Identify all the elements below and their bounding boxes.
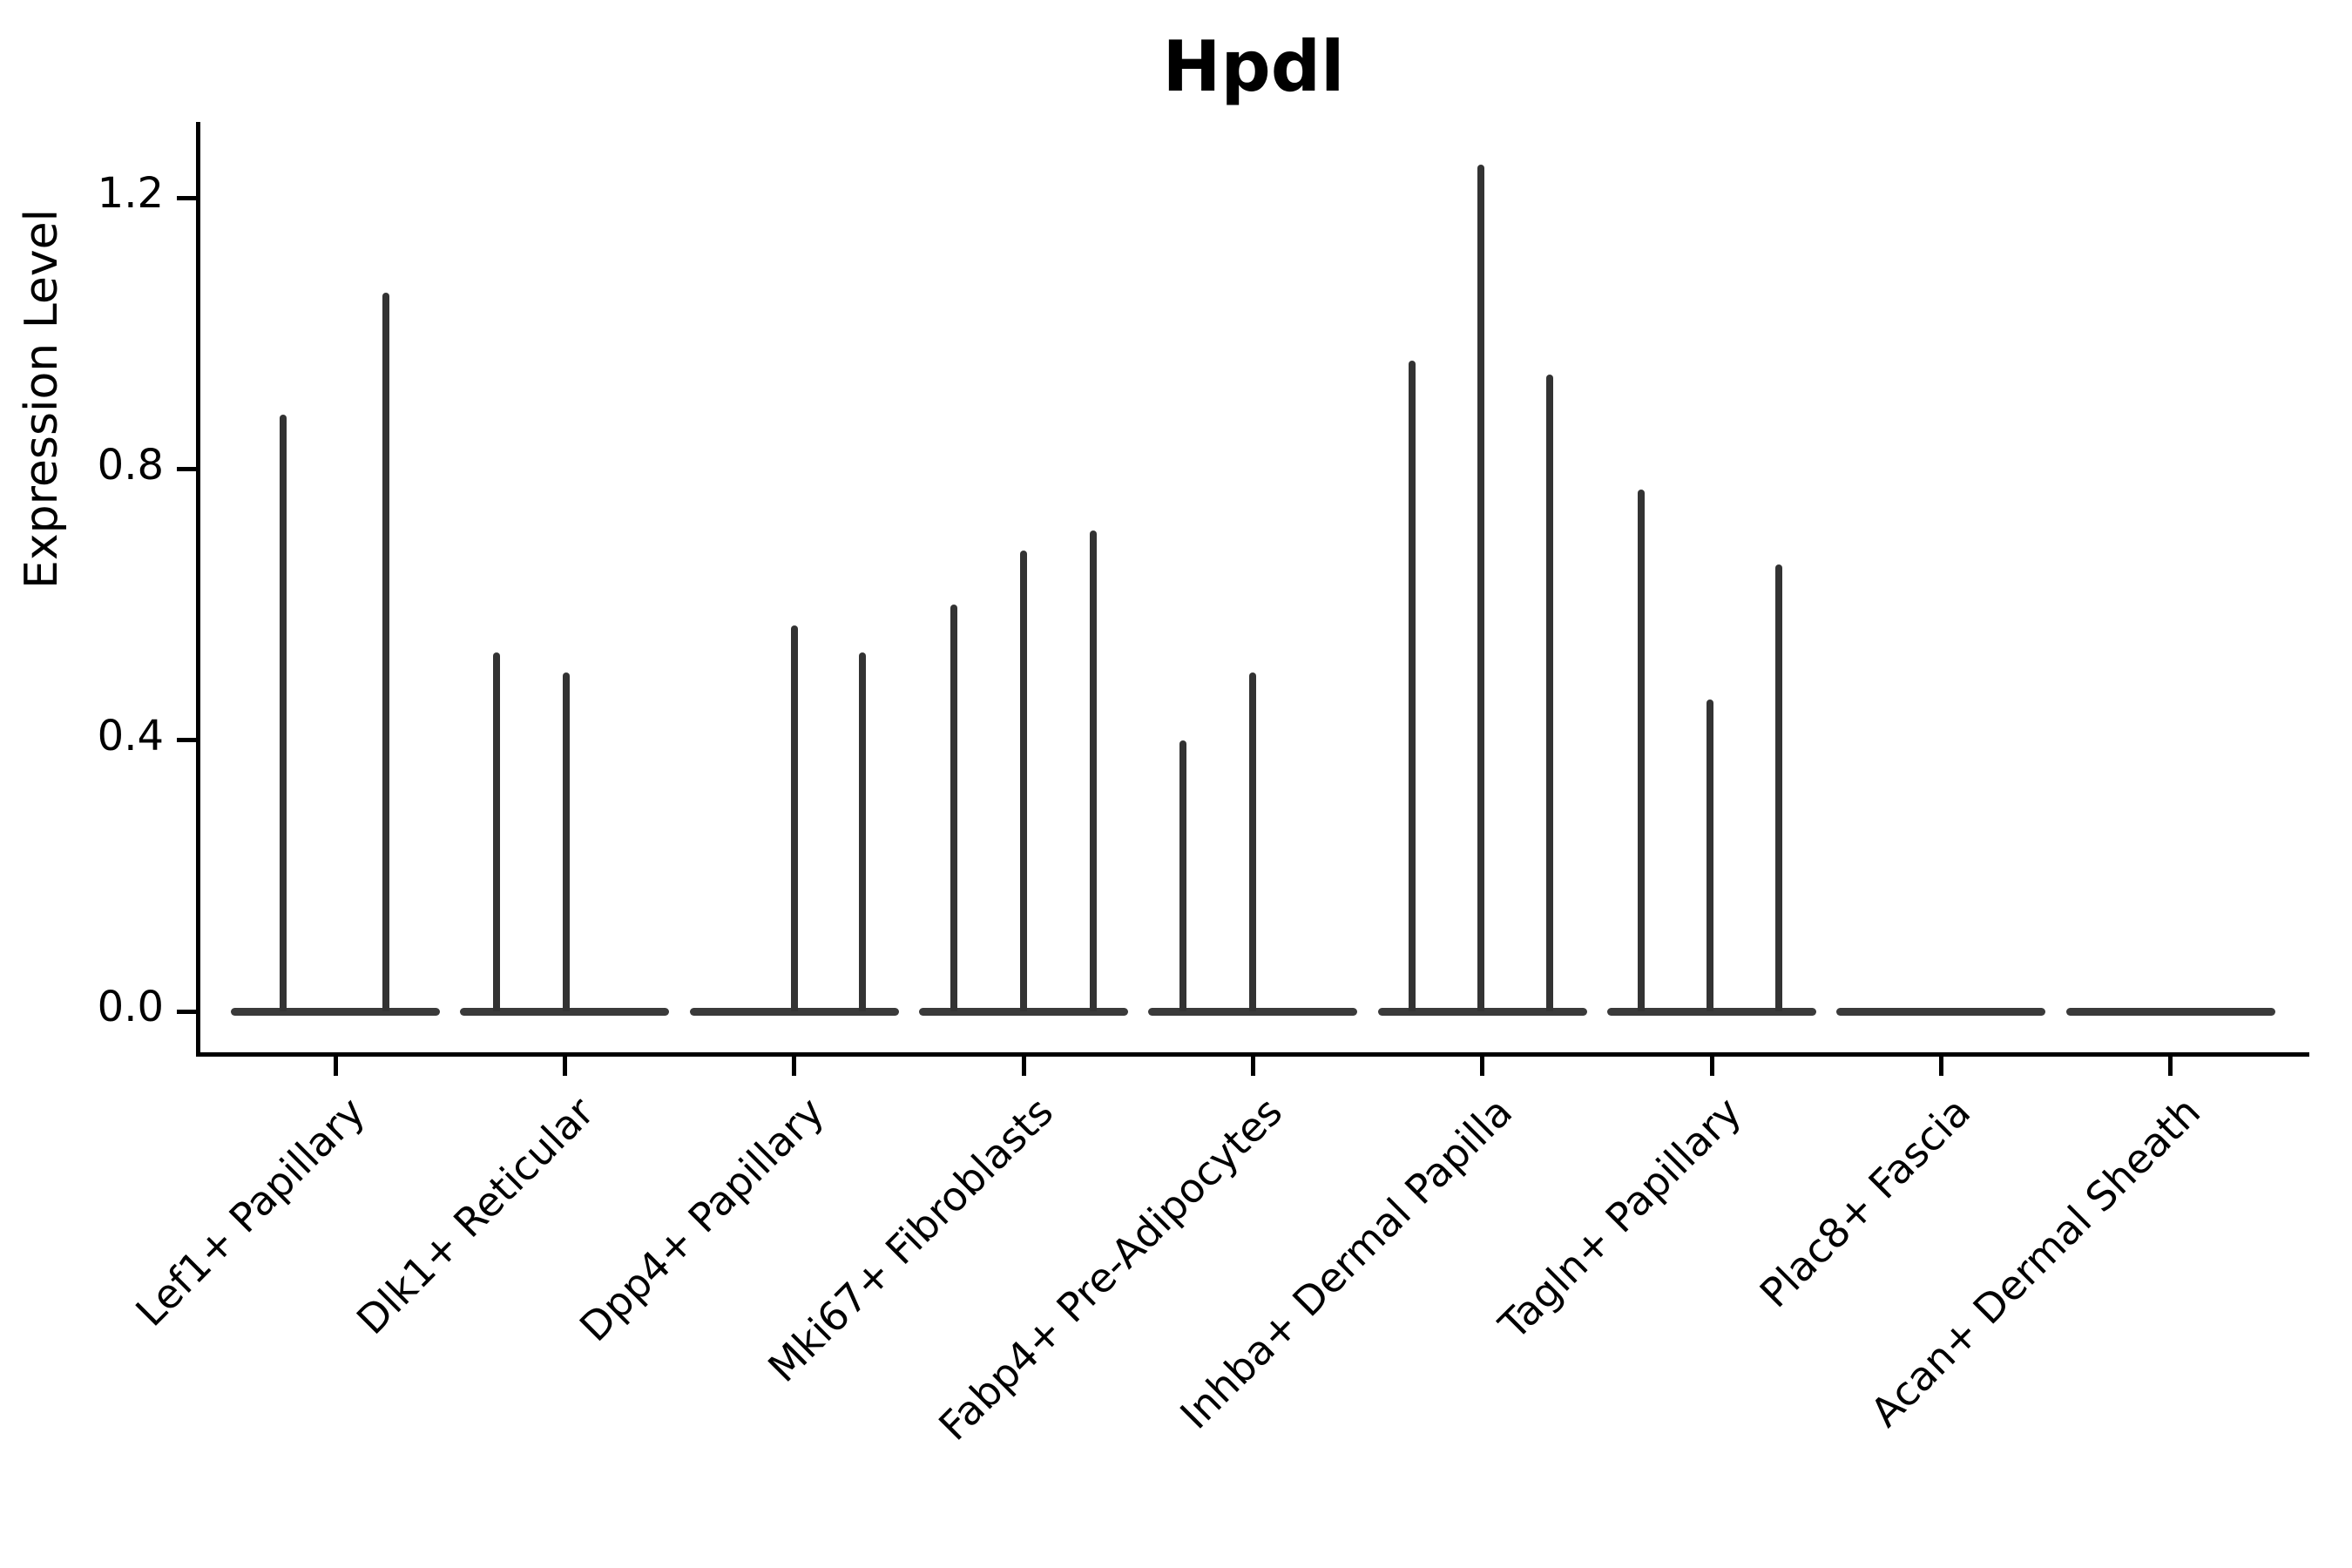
x-tick [1938,1057,1943,1076]
violin-baseline [1148,1008,1358,1016]
violin-spike [1249,672,1257,1011]
x-tick [1709,1057,1714,1076]
violin-spike [1477,164,1484,1011]
violin-baseline [689,1008,899,1016]
violin-spike [382,293,389,1011]
violin-baseline [1836,1008,2046,1016]
x-tick [562,1057,567,1076]
y-axis-spine [196,122,200,1057]
x-tick-label: Acan+ Dermal Sheath [1861,1088,2209,1436]
x-tick-label: Dpp4+ Papillary [570,1088,833,1351]
violin-spike [1408,361,1416,1011]
x-tick-label: Dlk1+ Reticular [348,1088,604,1344]
violin-spike [563,672,571,1011]
y-tick-label: 0.4 [97,711,164,760]
violin-baseline [1377,1008,1587,1016]
y-tick-label: 1.2 [97,169,164,219]
violin-spike [1707,700,1714,1011]
x-tick-label: Mki67+ Fibroblasts [759,1088,1063,1391]
x-tick-label: Inhba+ Dermal Papilla [1171,1088,1521,1438]
y-tick-label: 0.0 [97,983,164,1031]
violin-spike [280,415,287,1011]
violin-baseline [231,1008,440,1016]
x-tick [792,1057,797,1076]
y-tick-label: 0.8 [97,440,164,490]
x-tick [1021,1057,1026,1076]
violin-spike [790,625,798,1011]
y-tick [177,195,196,200]
x-tick-label: Tagln+ Papillary [1490,1088,1751,1348]
violin-baseline [919,1008,1129,1016]
violin-spike [1638,489,1646,1011]
violin-spike [1090,530,1098,1011]
violin-spike [1020,550,1028,1011]
x-axis-spine [196,1052,2309,1057]
violin-baseline [460,1008,670,1016]
x-tick [333,1057,338,1076]
y-tick [177,738,196,743]
violin-spike [950,605,958,1011]
x-tick-label: Fabp4+ Pre-Adipocytes [929,1088,1292,1450]
violin-spike [493,652,501,1011]
x-tick-label: Plac8+ Fascia [1751,1088,1980,1317]
x-tick [1480,1057,1485,1076]
x-tick [1250,1057,1255,1076]
violin-baseline [2065,1008,2275,1016]
violin-spike [1545,374,1553,1011]
y-tick [177,1009,196,1014]
violin-spike [1775,564,1783,1011]
chart-title: Hpdl [1162,26,1345,107]
y-axis-label: Expression Level [16,208,68,589]
violin-baseline [1607,1008,1817,1016]
violin-spike [1179,740,1187,1011]
y-tick [177,467,196,472]
violin-spike [858,652,866,1011]
x-tick [2168,1057,2173,1076]
